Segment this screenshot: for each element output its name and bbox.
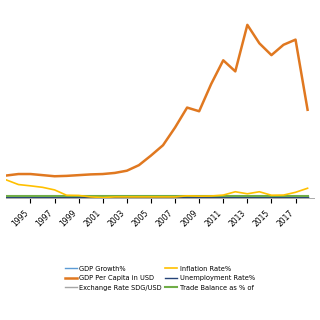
- Legend: GDP Growth%, GDP Per Capita in USD, Exchange Rate SDG/USD, Inflation Rate%, Unem: GDP Growth%, GDP Per Capita in USD, Exch…: [62, 263, 258, 293]
